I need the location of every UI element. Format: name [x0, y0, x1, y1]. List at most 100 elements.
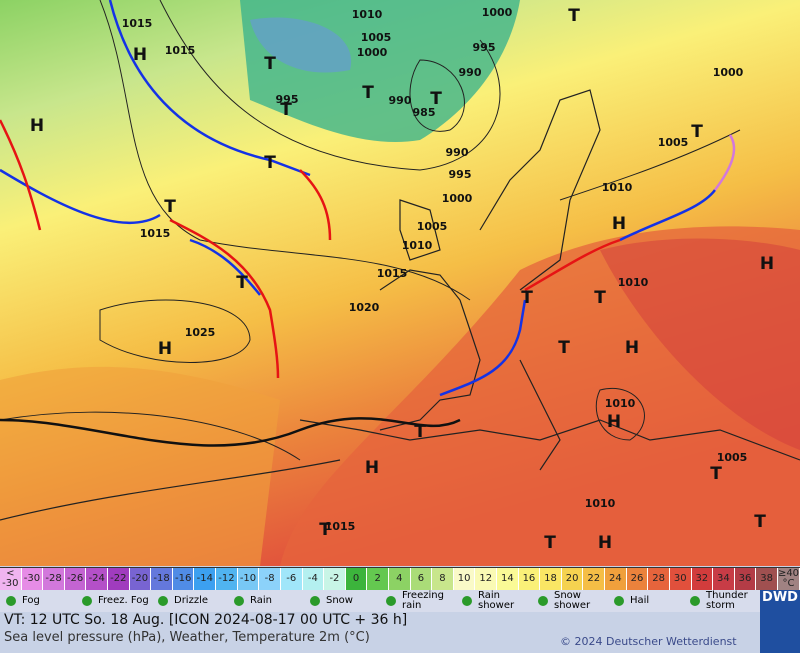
- scale-label: -16: [175, 573, 192, 584]
- copyright: © 2024 Deutscher Wetterdienst: [560, 635, 737, 648]
- scale-label: -8: [264, 573, 275, 584]
- scale-label: 24: [609, 573, 622, 584]
- scale-cell: 38: [756, 568, 778, 590]
- pressure-label: 1015: [140, 227, 171, 240]
- pressure-label: 1020: [349, 301, 380, 314]
- pressure-label: 995: [449, 168, 472, 181]
- high-center: H: [133, 45, 147, 65]
- pressure-label: 1010: [602, 181, 633, 194]
- scale-cell: 8: [432, 568, 454, 590]
- low-center: T: [280, 100, 292, 120]
- low-center: T: [164, 197, 176, 217]
- scale-label: 8: [439, 573, 446, 584]
- scale-cell: -30: [21, 568, 44, 590]
- scale-label: 26: [630, 573, 644, 584]
- scale-label: 20: [565, 573, 579, 584]
- scale-cell: 18: [540, 568, 562, 590]
- cold-front: [439, 299, 527, 397]
- scale-cell: -16: [172, 568, 195, 590]
- pressure-label: 985: [413, 106, 436, 119]
- high-center: H: [612, 214, 626, 234]
- scale-cell: 0: [345, 568, 368, 590]
- low-center: T: [558, 338, 570, 358]
- scale-label: 2: [374, 573, 381, 584]
- warm-front: [524, 238, 621, 292]
- scale-cell: -24: [86, 568, 109, 590]
- pressure-label: 1010: [585, 497, 616, 510]
- scale-label: 34: [717, 573, 730, 584]
- scale-cell: -28: [43, 568, 65, 590]
- scale-label: -2: [329, 573, 340, 584]
- scale-label: -24: [88, 573, 105, 584]
- scale-cell: 4: [388, 568, 411, 590]
- pressure-label: 990: [389, 94, 412, 107]
- scale-cell: -12: [216, 568, 238, 590]
- cold-front: [108, 0, 311, 177]
- pressure-label: 1000: [713, 66, 744, 79]
- high-center: H: [598, 533, 612, 553]
- pressure-label: 990: [459, 66, 482, 79]
- scale-cell: 32: [691, 568, 714, 590]
- cold-front: [189, 238, 261, 296]
- scale-cell: -2: [324, 568, 346, 590]
- weather-legend-item: Rain shower: [456, 590, 532, 612]
- cold-front: [0, 168, 161, 225]
- low-center: T: [594, 288, 606, 308]
- valid-time: VT: 12 UTC So. 18 Aug. [ICON 2024-08-17 …: [4, 612, 408, 628]
- logo: DWD: [760, 590, 800, 653]
- low-center: T: [544, 533, 556, 553]
- scale-cell: -8: [259, 568, 281, 590]
- scale-label: 12: [479, 573, 493, 584]
- scale-cell: 22: [583, 568, 606, 590]
- scale-cell: 14: [497, 568, 519, 590]
- scale-label: -6: [286, 573, 297, 584]
- weather-legend-item: Snow: [304, 590, 380, 612]
- low-center: T: [710, 464, 722, 484]
- low-center: T: [430, 89, 442, 109]
- scale-label: -14: [196, 573, 213, 584]
- low-center: T: [414, 422, 426, 442]
- cold-front: [619, 189, 716, 242]
- scale-label: -30: [23, 573, 41, 584]
- isobars: [0, 0, 741, 461]
- scale-label: 14: [500, 573, 514, 584]
- weather-legend-item: Snow shower: [532, 590, 608, 612]
- pressure-label: 995: [276, 93, 299, 106]
- pressure-label: 1000: [357, 46, 388, 59]
- scale-label: 28: [652, 573, 665, 584]
- weather-legend-item: Drizzle: [152, 590, 228, 612]
- scale-cell: 34: [713, 568, 735, 590]
- scale-label: -20: [131, 573, 149, 584]
- pressure-label: 1005: [658, 136, 689, 149]
- scale-cell: 26: [626, 568, 649, 590]
- high-center: H: [158, 339, 172, 359]
- scale-label: -28: [45, 573, 62, 584]
- pressure-label: 990: [446, 146, 469, 159]
- scale-cell: -4: [302, 568, 325, 590]
- scale-label: 22: [587, 573, 601, 584]
- scale-label: 36: [738, 573, 752, 584]
- pressure-label: 1010: [402, 239, 433, 252]
- scale-label: -4: [307, 573, 318, 584]
- scale-cell: -26: [64, 568, 87, 590]
- scale-label: 32: [695, 573, 709, 584]
- scale-cell: 16: [518, 568, 541, 590]
- pressure-label: 1005: [417, 220, 448, 233]
- scale-cell: -22: [108, 568, 130, 590]
- scale-label: -22: [110, 573, 127, 584]
- pressure-label: 1015: [122, 17, 153, 30]
- coastlines: [0, 89, 800, 521]
- warm-front: [0, 119, 42, 231]
- scale-cell: < -30: [0, 568, 22, 590]
- scale-label: -30: [2, 578, 19, 589]
- scale-cell: -20: [129, 568, 152, 590]
- scale-label: ≥40: [777, 568, 800, 579]
- low-center: T: [521, 288, 533, 308]
- low-center: T: [264, 153, 276, 173]
- low-center: T: [691, 122, 703, 142]
- weather-legend-item: Thunder storm: [684, 590, 760, 612]
- scale-cell: 12: [475, 568, 498, 590]
- high-center: H: [760, 254, 774, 274]
- temperature-scale: < -30 -30 -28 -26 -24 -22 -20 -18 -16 -14 -12 -10 -8-…: [0, 567, 800, 590]
- pressure-label: 995: [473, 41, 496, 54]
